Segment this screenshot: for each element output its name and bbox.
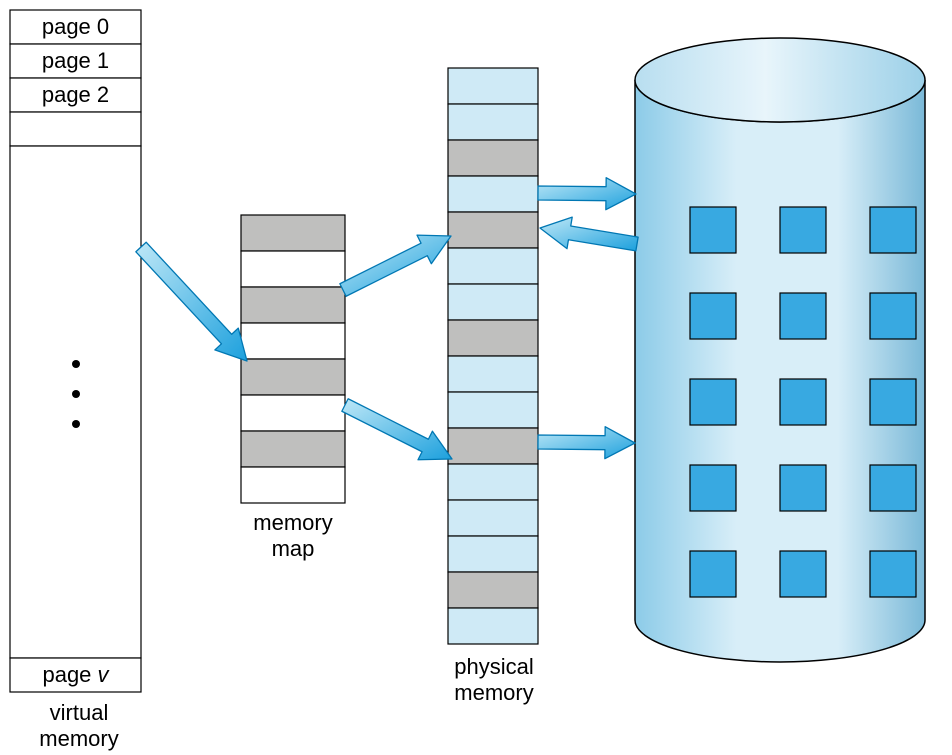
disk-page-square	[780, 551, 826, 597]
disk-top	[635, 38, 925, 122]
memory-map-entry	[241, 467, 345, 503]
memory-map-entry	[241, 323, 345, 359]
memory-map-entry	[241, 215, 345, 251]
disk-page-square	[690, 465, 736, 511]
physical-memory-frame	[448, 284, 538, 320]
memory-map-entry	[241, 287, 345, 323]
physical-memory-frame	[448, 572, 538, 608]
physical-memory-frame	[448, 140, 538, 176]
virtual-memory-page	[10, 146, 141, 658]
arrow-pm-to-disk	[538, 178, 636, 210]
disk-page-square	[690, 551, 736, 597]
virtual-memory-diagram: page 0 page 1 page 2 page v	[0, 0, 952, 755]
disk-page-square	[690, 207, 736, 253]
physical-memory-frame	[448, 68, 538, 104]
physical-memory-frame	[448, 500, 538, 536]
memory-map-entry	[241, 359, 345, 395]
arrow-map-to-pm-1	[340, 235, 451, 296]
memory-map-entry	[241, 431, 345, 467]
virtual-memory-page-label: page v	[42, 662, 110, 687]
disk-page-square	[690, 379, 736, 425]
physical-memory-frame	[448, 320, 538, 356]
memory-map-label: memory map	[248, 510, 338, 563]
virtual-memory: page 0 page 1 page 2 page v	[10, 10, 141, 692]
disk-page-square	[780, 293, 826, 339]
physical-memory-frame	[448, 536, 538, 572]
arrow-disk-to-pm	[540, 217, 638, 251]
physical-memory-frame	[448, 176, 538, 212]
ellipsis-dot	[72, 390, 80, 398]
disk-page-square	[870, 551, 916, 597]
disk-page-square	[870, 293, 916, 339]
disk-page-square	[870, 465, 916, 511]
arrow-pm-to-disk-2	[538, 427, 635, 459]
memory-map-entry	[241, 251, 345, 287]
virtual-memory-page-label: page 0	[42, 14, 109, 39]
physical-memory-frame	[448, 392, 538, 428]
arrow-map-to-pm-2	[342, 399, 452, 460]
virtual-memory-page-label: page 1	[42, 48, 109, 73]
arrow-vm-to-map	[136, 242, 247, 361]
physical-memory-label: physical memory	[449, 654, 539, 707]
ellipsis-dot	[72, 360, 80, 368]
physical-memory-frame	[448, 608, 538, 644]
ellipsis-dot	[72, 420, 80, 428]
disk-page-square	[870, 379, 916, 425]
physical-memory-frame	[448, 428, 538, 464]
disk-page-square	[780, 465, 826, 511]
virtual-memory-page	[10, 112, 141, 146]
virtual-memory-label: virtual memory	[34, 700, 124, 753]
physical-memory-frame	[448, 356, 538, 392]
memory-map-entry	[241, 395, 345, 431]
disk-page-square	[690, 293, 736, 339]
memory-map	[241, 215, 345, 503]
disk-page-square	[780, 207, 826, 253]
virtual-memory-page-label: page 2	[42, 82, 109, 107]
physical-memory-frame	[448, 104, 538, 140]
physical-memory-frame	[448, 212, 538, 248]
physical-memory-frame	[448, 248, 538, 284]
physical-memory-frame	[448, 464, 538, 500]
disk-page-square	[870, 207, 916, 253]
disk-page-square	[780, 379, 826, 425]
physical-memory	[448, 68, 538, 644]
